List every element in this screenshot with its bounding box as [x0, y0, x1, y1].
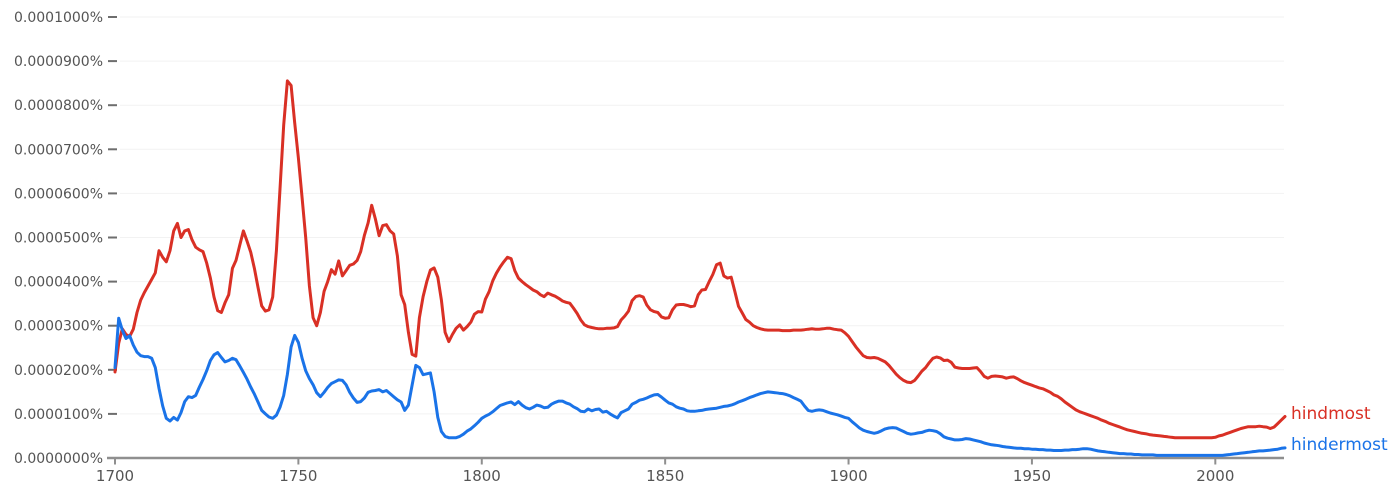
x-axis-label: 1700	[96, 467, 134, 485]
x-axis-label: 1800	[463, 467, 501, 485]
y-axis-label: 0.0000100%	[14, 407, 103, 423]
y-axis-label: 0.0000500%	[14, 231, 103, 247]
y-axis-label: 0.0000600%	[14, 186, 103, 202]
series-label-hindermost[interactable]: hindermost	[1291, 434, 1388, 455]
y-axis-label: 0.0001000%	[14, 10, 103, 26]
y-axis-label: 0.0000200%	[14, 363, 103, 379]
x-axis-label: 2000	[1196, 467, 1234, 485]
x-axis-label: 1900	[829, 467, 867, 485]
y-axis-label: 0.0000900%	[14, 54, 103, 70]
y-axis-label: 0.0000300%	[14, 319, 103, 335]
x-axis-label: 1750	[279, 467, 317, 485]
series-line-hindmost[interactable]	[113, 79, 1287, 440]
y-axis-label: 0.0000000%	[14, 451, 103, 467]
series-label-hindmost[interactable]: hindmost	[1291, 403, 1371, 424]
x-axis-label: 1850	[646, 467, 684, 485]
x-axis-label: 1950	[1013, 467, 1051, 485]
y-axis-label: 0.0000400%	[14, 275, 103, 291]
y-axis-label: 0.0000700%	[14, 142, 103, 158]
y-axis-label: 0.0000800%	[14, 98, 103, 114]
series-line-hindermost[interactable]	[113, 316, 1287, 457]
